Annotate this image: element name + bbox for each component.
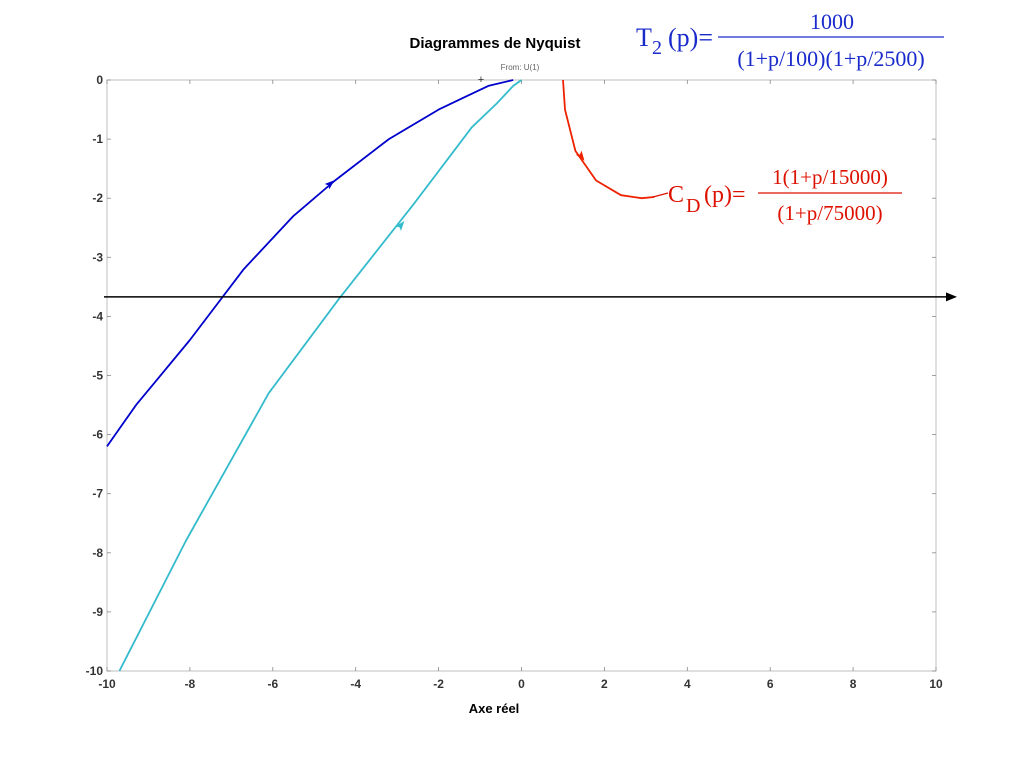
series-group [106,79,655,672]
series-arrow-1 [324,180,335,190]
y-tick-label: -8 [92,546,103,560]
plot-frame [106,79,937,672]
cd-subscript: D [686,195,700,217]
x-tick-label: 0 [518,677,525,691]
series-line-3 [562,79,655,200]
cd-numerator: 1(1+p/15000) [772,165,888,189]
x-tick-label: 4 [684,677,691,691]
cd-transfer-function: C D (p)= 1(1+p/15000) (1+p/75000) [652,165,902,225]
series-arrow-2 [395,220,405,231]
cd-denominator: (1+p/75000) [777,201,882,225]
x-tick-label: -2 [433,677,444,691]
t2-denominator: (1+p/100)(1+p/2500) [737,46,924,71]
y-tick-label: -4 [92,309,103,323]
y-tick-label: -9 [92,605,103,619]
x-tick-label: 8 [850,677,857,691]
cd-argument: (p)= [704,182,746,208]
t2-numerator: 1000 [810,9,854,34]
chart-subtitle: From: U(1) [501,63,540,72]
y-tick-label: -6 [92,428,103,442]
ticks-group: -10 -8 -6 -4 -2 0 2 4 6 8 10 0 -1 -2 -3 -4 -5 -6 -7 -8 -9 -10 [86,73,943,691]
x-tick-label: -6 [267,677,278,691]
x-tick-label: 6 [767,677,774,691]
cd-connector [652,192,669,198]
x-tick-label: -4 [350,677,361,691]
axes-group [106,79,937,672]
x-tick-label: -10 [98,677,116,691]
y-tick-label: -3 [92,250,103,264]
y-tick-label: -7 [92,487,103,501]
x-tick-label: 2 [601,677,608,691]
x-axis-label: Axe réel [469,701,520,716]
origin-marker: + [478,74,484,86]
chart-title: Diagrammes de Nyquist [410,35,581,52]
t2-argument: (p)= [668,23,713,52]
y-tick-label: 0 [96,73,103,87]
t2-subscript: 2 [652,37,662,59]
series-line-1 [106,79,514,447]
y-tick-label: -5 [92,369,103,383]
x-tick-label: 10 [929,677,943,691]
series-line-2 [118,79,523,672]
y-tick-label: -10 [86,664,104,678]
reference-arrowhead [946,292,957,302]
series-arrow-3 [575,150,585,161]
x-tick-label: -8 [185,677,196,691]
reference-line-group [104,292,957,302]
cd-name: C [668,182,684,208]
y-tick-label: -2 [92,191,103,205]
y-tick-label: -1 [92,132,103,146]
t2-name: T [636,23,652,52]
t2-transfer-function: T 2 (p)= 1000 (1+p/100)(1+p/2500) [636,9,944,71]
